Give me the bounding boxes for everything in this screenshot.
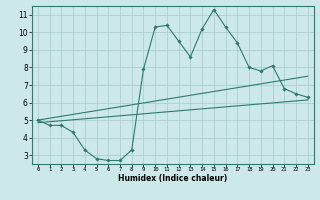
X-axis label: Humidex (Indice chaleur): Humidex (Indice chaleur) <box>118 174 228 183</box>
